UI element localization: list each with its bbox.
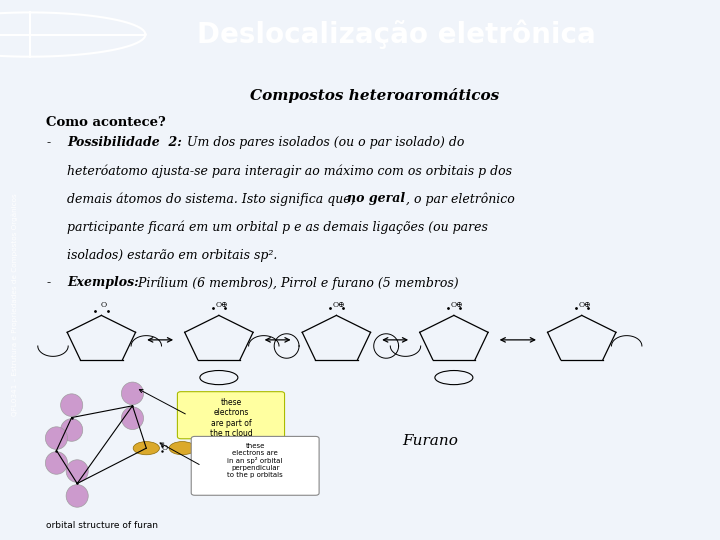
Text: Deslocalização eletrônica: Deslocalização eletrônica xyxy=(197,20,595,49)
Text: these
electrons are
in an sp² orbital
perpendicular
to the p orbitals: these electrons are in an sp² orbital pe… xyxy=(228,442,283,478)
Text: -: - xyxy=(46,276,50,289)
Text: no geral: no geral xyxy=(347,192,405,206)
Text: isolados) estarão em orbitais sp².: isolados) estarão em orbitais sp². xyxy=(67,249,277,262)
Text: Como acontece?: Como acontece? xyxy=(46,116,166,129)
Ellipse shape xyxy=(60,394,83,416)
Text: participante ficará em um orbital p e as demais ligações (ou pares: participante ficará em um orbital p e as… xyxy=(67,221,487,234)
Text: O: O xyxy=(161,444,167,452)
Ellipse shape xyxy=(169,442,195,455)
Text: Um dos pares isolados (ou o par isolado) do: Um dos pares isolados (ou o par isolado)… xyxy=(183,136,464,149)
Text: Furano: Furano xyxy=(402,434,458,448)
Text: , o par eletrônico: , o par eletrônico xyxy=(405,192,514,206)
Text: demais átomos do sistema. Isto significa que,: demais átomos do sistema. Isto significa… xyxy=(67,192,359,206)
Ellipse shape xyxy=(45,427,68,449)
FancyBboxPatch shape xyxy=(177,392,284,439)
Text: these
electrons
are part of
the π cloud: these electrons are part of the π cloud xyxy=(210,398,252,438)
Text: orbital structure of furan: orbital structure of furan xyxy=(46,522,158,530)
Text: QFL0341 – Estrutura e Propriedades de Compostos Orgânicos: QFL0341 – Estrutura e Propriedades de Co… xyxy=(11,193,18,416)
Ellipse shape xyxy=(66,460,89,482)
Ellipse shape xyxy=(133,442,159,455)
Ellipse shape xyxy=(122,407,143,429)
Text: O⊕: O⊕ xyxy=(215,301,228,309)
Text: Possibilidade  2:: Possibilidade 2: xyxy=(67,136,181,149)
Ellipse shape xyxy=(66,484,89,507)
Text: heteróatomo ajusta-se para interagir ao máximo com os orbitais p dos: heteróatomo ajusta-se para interagir ao … xyxy=(67,164,512,178)
Text: O⊕: O⊕ xyxy=(333,301,346,309)
Text: Compostos heteroaromáticos: Compostos heteroaromáticos xyxy=(250,88,499,103)
FancyBboxPatch shape xyxy=(192,436,319,495)
Ellipse shape xyxy=(122,382,143,404)
Text: O⊕: O⊕ xyxy=(578,301,591,309)
Text: O⊕: O⊕ xyxy=(451,301,463,309)
Ellipse shape xyxy=(45,451,68,474)
Text: O: O xyxy=(101,301,107,309)
Text: -: - xyxy=(46,136,50,149)
Text: Exemplos:: Exemplos: xyxy=(67,276,138,289)
Ellipse shape xyxy=(60,418,83,441)
Text: Pirílium (6 membros), Pirrol e furano (5 membros): Pirílium (6 membros), Pirrol e furano (5… xyxy=(134,276,459,290)
